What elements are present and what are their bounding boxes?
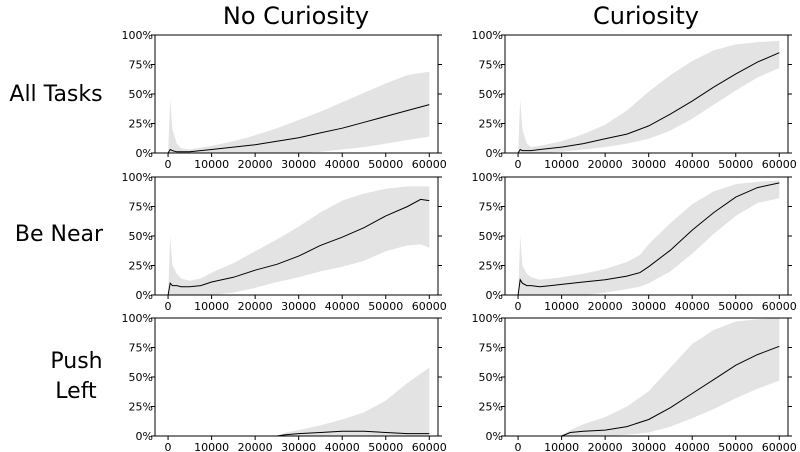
chart-panel-2: 0% 25% 50% 75% 100% 0 10000 20000 30000 40000 5000… (122, 171, 447, 313)
confidence-band (518, 40, 780, 153)
mean-line (167, 198, 430, 296)
y-tick-label: 100% (122, 312, 153, 325)
y-tick-label: 25% (479, 260, 503, 273)
y-tick-label: 75% (129, 59, 153, 72)
x-tick-label: 0 (515, 441, 522, 452)
y-tick-label: 25% (129, 260, 153, 273)
x-tick-label: 10000 (194, 441, 229, 452)
x-tick-label: 20000 (238, 158, 273, 171)
x-tick-label: 50000 (718, 300, 753, 313)
y-tick-label: 0% (136, 147, 153, 160)
y-tick-label: 75% (479, 59, 503, 72)
x-tick-label: 20000 (588, 300, 623, 313)
x-tick-label: 0 (515, 300, 522, 313)
mean-line (561, 345, 780, 437)
x-tick-label: 10000 (194, 158, 229, 171)
mean-line (167, 104, 430, 154)
x-tick-label: 20000 (588, 158, 623, 171)
x-tick-label: 50000 (368, 158, 403, 171)
column-title-no-curiosity: No Curiosity (223, 2, 369, 30)
chart-panel-1: 0% 25% 50% 75% 100% 0 10000 20000 30000 40000 5000… (472, 29, 797, 171)
y-tick-label: 75% (479, 201, 503, 214)
x-tick-label: 60000 (412, 158, 447, 171)
y-tick-label: 100% (472, 171, 503, 184)
x-tick-label: 60000 (412, 441, 447, 452)
confidence-band (561, 318, 780, 436)
x-tick-label: 20000 (238, 300, 273, 313)
x-tick-label: 10000 (544, 158, 579, 171)
y-tick-label: 100% (122, 171, 153, 184)
mean-line (276, 430, 430, 437)
confidence-band (168, 71, 430, 153)
chart-panels: 0% 25% 50% 75% 100% 0 10000 20000 30000 40000 5000… (122, 29, 797, 452)
x-tick-label: 0 (165, 158, 172, 171)
x-tick-label: 0 (165, 300, 172, 313)
y-tick-label: 0% (486, 147, 503, 160)
confidence-band (276, 367, 430, 436)
x-tick-label: 10000 (194, 300, 229, 313)
x-tick-label: 20000 (238, 441, 273, 452)
x-tick-label: 20000 (588, 441, 623, 452)
y-tick-label: 50% (479, 230, 503, 243)
x-tick-label: 40000 (675, 158, 710, 171)
y-tick-label: 25% (129, 118, 153, 131)
x-tick-label: 30000 (631, 441, 666, 452)
row-label-all-tasks: All Tasks (9, 82, 102, 107)
x-tick-label: 10000 (544, 441, 579, 452)
column-title-curiosity: Curiosity (593, 2, 699, 30)
confidence-band (168, 186, 430, 295)
y-tick-label: 75% (129, 201, 153, 214)
y-tick-label: 100% (472, 29, 503, 42)
row-label-push-left: Push Left (50, 349, 109, 404)
x-tick-label: 30000 (281, 158, 316, 171)
y-tick-label: 100% (122, 29, 153, 42)
row-label-be-near: Be Near (15, 222, 104, 247)
x-tick-label: 40000 (325, 300, 360, 313)
x-tick-label: 30000 (281, 441, 316, 452)
chart-panel-3: 0% 25% 50% 75% 100% 0 10000 20000 30000 40000 5000… (472, 171, 797, 313)
x-tick-label: 50000 (368, 300, 403, 313)
y-tick-label: 50% (129, 230, 153, 243)
y-tick-label: 50% (129, 371, 153, 384)
x-tick-label: 10000 (544, 300, 579, 313)
x-tick-label: 60000 (762, 158, 797, 171)
y-tick-label: 50% (479, 371, 503, 384)
x-tick-label: 40000 (325, 441, 360, 452)
y-tick-label: 0% (486, 430, 503, 443)
y-tick-label: 0% (486, 289, 503, 302)
y-tick-label: 0% (136, 289, 153, 302)
chart-panel-4: 0% 25% 50% 75% 100% 0 10000 20000 30000 40000 5000… (122, 312, 447, 452)
x-tick-label: 30000 (281, 300, 316, 313)
y-tick-label: 75% (479, 342, 503, 355)
y-tick-label: 50% (129, 88, 153, 101)
x-tick-label: 0 (515, 158, 522, 171)
x-tick-label: 40000 (675, 300, 710, 313)
x-tick-label: 40000 (325, 158, 360, 171)
x-tick-label: 30000 (631, 158, 666, 171)
y-tick-label: 75% (129, 342, 153, 355)
x-tick-label: 50000 (368, 441, 403, 452)
x-tick-label: 50000 (718, 158, 753, 171)
x-tick-label: 30000 (631, 300, 666, 313)
mean-line (517, 52, 780, 154)
chart-panel-0: 0% 25% 50% 75% 100% 0 10000 20000 30000 40000 5000… (122, 29, 447, 171)
y-tick-label: 100% (472, 312, 503, 325)
chart-panel-5: 0% 25% 50% 75% 100% 0 10000 20000 30000 40000 5000… (472, 312, 797, 452)
x-tick-label: 40000 (675, 441, 710, 452)
x-tick-label: 60000 (412, 300, 447, 313)
y-tick-label: 25% (479, 401, 503, 414)
x-tick-label: 0 (165, 441, 172, 452)
x-tick-label: 60000 (762, 300, 797, 313)
y-tick-label: 0% (136, 430, 153, 443)
x-tick-label: 50000 (718, 441, 753, 452)
confidence-band (518, 180, 780, 295)
mean-line (517, 182, 780, 296)
y-tick-label: 50% (479, 88, 503, 101)
y-tick-label: 25% (129, 401, 153, 414)
x-tick-label: 60000 (762, 441, 797, 452)
y-tick-label: 25% (479, 118, 503, 131)
